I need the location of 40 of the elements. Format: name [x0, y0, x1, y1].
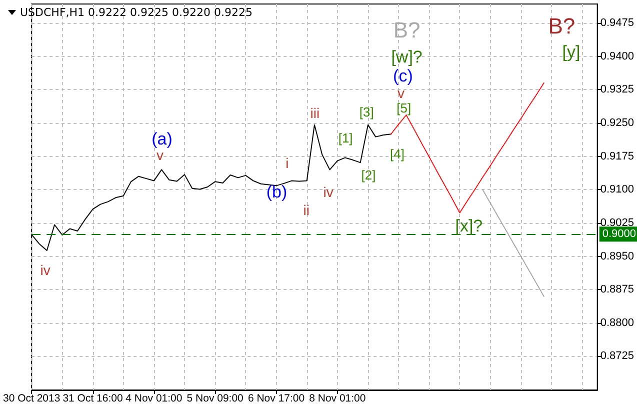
- annotation: B?: [548, 14, 576, 38]
- x-tick-label: 8 Nov 01:00: [309, 392, 366, 404]
- annotation: [y]: [562, 42, 580, 62]
- annotation: (a): [152, 130, 172, 148]
- annotation: [2]: [361, 168, 376, 182]
- x-tick-label: 30 Oct 2013: [2, 392, 60, 404]
- annotation: v: [398, 85, 405, 101]
- chart-title: USDCHF,H1 0.9222 0.9225 0.9220 0.9225: [20, 6, 252, 19]
- y-tick-label: 0.9325: [600, 84, 634, 96]
- y-tick-label: 0.8875: [600, 284, 634, 296]
- y-tick-label: 0.9025: [600, 216, 634, 229]
- annotation: [5]: [396, 100, 412, 116]
- y-tick-label: 0.8800: [600, 316, 634, 329]
- annotation: (c): [393, 66, 413, 86]
- y-tick-label: 0.9175: [600, 150, 634, 162]
- annotation: [1]: [338, 130, 353, 146]
- annotation: i: [286, 155, 289, 171]
- annotation: iv: [40, 262, 50, 278]
- x-tick-label: 31 Oct 16:00: [62, 392, 123, 404]
- x-tick-label: 4 Nov 01:00: [126, 392, 182, 404]
- annotation: [w]?: [391, 48, 422, 66]
- y-tick-label: 0.9475: [600, 17, 634, 30]
- annotation: [3]: [359, 104, 374, 120]
- annotation: iii: [310, 105, 320, 121]
- annotation: [4]: [390, 146, 404, 162]
- y-tick-label: 0.8725: [600, 350, 634, 362]
- x-tick-label: 6 Nov 17:00: [248, 392, 305, 404]
- line-series: [482, 189, 544, 297]
- annotation: B?: [393, 18, 420, 42]
- y-tick-label: 0.9400: [600, 50, 634, 62]
- annotation: (b): [266, 182, 288, 202]
- ref-line-label: 0.9000: [602, 228, 636, 240]
- x-tick-label: 5 Nov 09:00: [186, 392, 244, 404]
- annotation: iv: [323, 184, 334, 200]
- y-tick-label: 0.9100: [600, 184, 634, 196]
- y-tick-label: 0.8950: [600, 250, 634, 262]
- annotation: v: [156, 147, 164, 163]
- annotation: [x]?: [455, 216, 483, 236]
- y-tick-label: 0.9250: [600, 117, 634, 130]
- annotation: ii: [303, 202, 310, 218]
